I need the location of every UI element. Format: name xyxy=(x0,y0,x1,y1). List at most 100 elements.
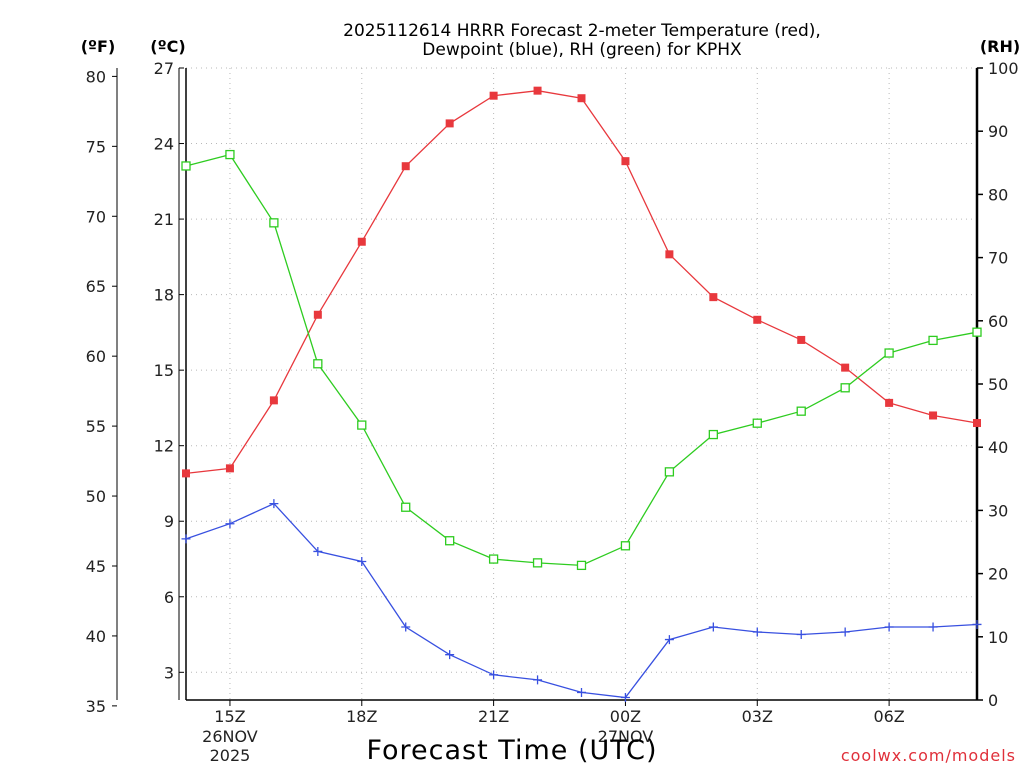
2-meter-temperature-point xyxy=(489,91,498,100)
fahrenheit-tick-label: 55 xyxy=(86,417,106,436)
data-series xyxy=(181,86,982,702)
dewpoint-point xyxy=(181,534,191,544)
2-meter-temperature-point xyxy=(709,293,718,302)
rh-tick-label: 10 xyxy=(988,628,1008,647)
celsius-unit-label: (ºC) xyxy=(150,37,185,56)
2-meter-temperature-point xyxy=(357,237,366,246)
celsius-tick-label: 18 xyxy=(154,286,174,305)
rh-point xyxy=(269,218,279,228)
fahrenheit-tick-label: 40 xyxy=(86,627,106,646)
x-tick-date-label: 26NOV xyxy=(202,727,258,746)
fahrenheit-tick-label: 60 xyxy=(86,347,106,366)
2-meter-temperature-point xyxy=(753,315,762,324)
rh-tick-label: 100 xyxy=(988,59,1019,78)
2-meter-temperature-point xyxy=(225,464,234,473)
x-tick-label: 00Z xyxy=(610,707,641,726)
rh-point xyxy=(488,554,499,564)
rh-unit-label: (RH) xyxy=(980,37,1020,56)
2-meter-temperature-point xyxy=(665,250,674,259)
x-tick-label: 18Z xyxy=(346,707,377,726)
2-meter-temperature-point xyxy=(401,162,410,171)
rh-tick-label: 60 xyxy=(988,312,1008,331)
2-meter-temperature-point xyxy=(841,363,850,372)
credit-label: coolwx.com/models xyxy=(841,746,1016,765)
fahrenheit-tick-label: 75 xyxy=(86,137,106,156)
gridlines xyxy=(186,67,977,700)
fahrenheit-tick-label: 50 xyxy=(86,487,106,506)
dewpoint-point xyxy=(752,627,762,637)
2-meter-temperature-point xyxy=(577,94,586,103)
x-tick-label: 03Z xyxy=(742,707,773,726)
rh-line xyxy=(185,153,978,567)
2-meter-temperature-line xyxy=(185,90,978,475)
dewpoint-point xyxy=(708,622,718,632)
rh-point xyxy=(972,327,982,337)
rh-point xyxy=(576,560,587,571)
rh-point xyxy=(532,558,543,568)
rh-tick-label: 90 xyxy=(988,122,1008,141)
dewpoint-point xyxy=(972,619,982,629)
rh-point xyxy=(181,161,191,171)
rh-point xyxy=(401,502,411,512)
fahrenheit-tick-label: 80 xyxy=(86,67,106,86)
dewpoint-point xyxy=(357,557,367,567)
axes: 3 6 9 12 15 18 21 24 27 35 40 45 50 55 60 65 70 75 80 0 10 20… xyxy=(86,59,1019,765)
fahrenheit-tick-label: 35 xyxy=(86,697,106,716)
dewpoint-point xyxy=(928,622,938,632)
dewpoint-point xyxy=(577,687,586,697)
2-meter-temperature-point xyxy=(929,411,938,420)
dewpoint-line xyxy=(185,502,978,699)
2-meter-temperature-point xyxy=(313,310,322,319)
2-meter-temperature-point xyxy=(885,398,894,407)
rh-tick-label: 20 xyxy=(988,565,1008,584)
celsius-tick-label: 15 xyxy=(154,361,174,380)
2-meter-temperature-point xyxy=(621,157,630,166)
dewpoint-point xyxy=(620,692,630,702)
dewpoint-point xyxy=(533,675,543,685)
rh-point xyxy=(708,429,718,440)
celsius-tick-label: 6 xyxy=(164,588,174,607)
dewpoint-point xyxy=(489,670,499,680)
rh-point xyxy=(884,348,894,358)
2-meter-temperature-point xyxy=(269,396,278,405)
dewpoint-point xyxy=(664,635,674,645)
x-axis-label: Forecast Time (UTC) xyxy=(366,735,657,766)
fahrenheit-tick-label: 45 xyxy=(86,557,106,576)
dewpoint-point xyxy=(313,546,323,556)
celsius-tick-label: 21 xyxy=(154,210,174,229)
rh-tick-label: 30 xyxy=(988,501,1008,520)
rh-point xyxy=(357,420,367,430)
dewpoint-point xyxy=(884,622,894,632)
rh-point xyxy=(664,467,675,477)
x-tick-label: 06Z xyxy=(873,707,904,726)
rh-point xyxy=(796,406,806,416)
rh-point xyxy=(840,383,850,393)
rh-tick-label: 70 xyxy=(988,249,1008,268)
dewpoint-point xyxy=(269,499,279,509)
dewpoint-point xyxy=(840,627,850,637)
rh-tick-label: 50 xyxy=(988,375,1008,394)
rh-point xyxy=(445,536,455,546)
rh-tick-label: 80 xyxy=(988,185,1008,204)
rh-tick-label: 0 xyxy=(988,691,998,710)
x-tick-date-label: 27NOV xyxy=(598,727,654,746)
celsius-tick-label: 27 xyxy=(154,59,174,78)
2-meter-temperature-point xyxy=(533,86,542,95)
fahrenheit-tick-label: 70 xyxy=(86,207,106,226)
2-meter-temperature-point xyxy=(973,419,981,428)
2-meter-temperature-point xyxy=(797,335,806,344)
dewpoint-point xyxy=(401,622,411,632)
x-tick-year-label: 2025 xyxy=(210,746,251,765)
fahrenheit-unit-label: (ºF) xyxy=(81,37,116,56)
fahrenheit-tick-label: 65 xyxy=(86,277,106,296)
dewpoint-point xyxy=(445,650,455,660)
rh-point xyxy=(928,335,938,346)
chart-title-line1: 2025112614 HRRR Forecast 2-meter Tempera… xyxy=(343,21,821,41)
x-tick-label: 15Z xyxy=(214,707,245,726)
rh-tick-label: 40 xyxy=(988,438,1008,457)
dewpoint-point xyxy=(796,630,806,640)
chart-title-line2: Dewpoint (blue), RH (green) for KPHX xyxy=(422,40,742,60)
rh-point xyxy=(752,418,762,428)
celsius-tick-label: 12 xyxy=(154,437,174,456)
